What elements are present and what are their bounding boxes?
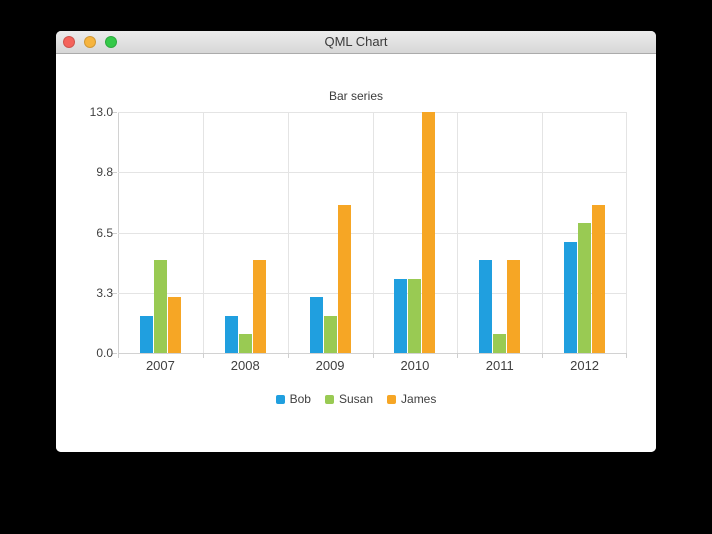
window-title: QML Chart [324,34,388,49]
bar-bob-2012 [564,241,578,353]
bar-susan-2012 [578,223,592,353]
x-axis-tick-label: 2007 [145,358,175,373]
gridline-vertical [542,112,544,353]
legend-item-bob: Bob [275,392,311,406]
bar-bob-2007 [139,315,153,353]
x-axis-tick [542,353,544,358]
plot-area [112,112,627,358]
legend: Bob Susan James [56,392,656,406]
bar-susan-2009 [323,315,337,353]
bar-james-2007 [167,297,181,353]
legend-item-james: James [387,392,436,406]
legend-item-susan: Susan [324,392,374,406]
bar-james-2009 [337,204,351,353]
window-titlebar[interactable]: QML Chart [56,31,656,54]
gridline-vertical [626,112,627,353]
x-axis-tick [372,353,374,358]
bar-susan-2011 [493,334,507,353]
bar-bob-2009 [309,297,323,353]
minimize-button[interactable] [84,36,96,48]
legend-marker-icon [324,394,334,404]
chart-view: Bar series 13.0 9.8 6.5 3.3 0.0 2007 2008 2009… [56,54,656,452]
traffic-lights [63,36,117,48]
x-axis-tick [626,353,627,358]
legend-label: Susan [338,392,374,406]
bar-bob-2008 [224,315,238,353]
x-axis-tick [202,353,204,358]
x-axis-tick [457,353,459,358]
gridline-vertical [202,112,204,353]
bar-james-2012 [592,204,606,353]
y-axis-tick-label: 3.3 [96,285,113,300]
y-axis-tick [112,172,117,174]
x-axis-tick-label: 2010 [400,358,430,373]
gridline-vertical [372,112,374,353]
y-axis-tick-label: 9.8 [96,165,113,180]
bar-james-2011 [507,260,521,353]
y-axis-tick-label: 13.0 [89,105,113,119]
gridline-vertical [457,112,459,353]
bar-susan-2008 [238,334,252,353]
bar-susan-2010 [408,278,422,353]
bar-james-2010 [422,112,436,353]
legend-marker-icon [387,394,397,404]
app-window: QML Chart Bar series 13.0 9.8 6.5 3.3 0.0 20… [56,31,656,452]
legend-label: Bob [289,392,311,406]
x-axis-tick-label: 2011 [485,358,514,373]
zoom-button[interactable] [105,36,117,48]
close-button[interactable] [63,36,75,48]
bar-james-2008 [252,260,266,353]
bar-bob-2011 [479,260,493,353]
y-axis-tick-label: 6.5 [96,225,113,240]
y-axis-tick [112,112,117,113]
x-axis-tick [287,353,289,358]
y-axis-tick [112,292,117,294]
x-axis-tick [118,353,119,358]
x-axis-tick-label: 2008 [230,358,260,373]
x-axis-tick-label: 2009 [315,358,345,373]
y-axis-tick [112,353,117,354]
y-axis-tick-label: 0.0 [96,346,113,360]
chart-title: Bar series [328,89,384,103]
gridline-vertical [287,112,289,353]
x-axis-tick-label: 2012 [570,358,600,373]
legend-marker-icon [275,394,285,404]
y-axis-tick [112,232,117,234]
legend-label: James [401,392,437,406]
bar-susan-2007 [153,260,167,353]
bar-bob-2010 [394,278,408,353]
